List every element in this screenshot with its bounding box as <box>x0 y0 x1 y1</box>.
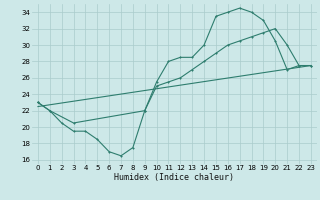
X-axis label: Humidex (Indice chaleur): Humidex (Indice chaleur) <box>115 173 234 182</box>
